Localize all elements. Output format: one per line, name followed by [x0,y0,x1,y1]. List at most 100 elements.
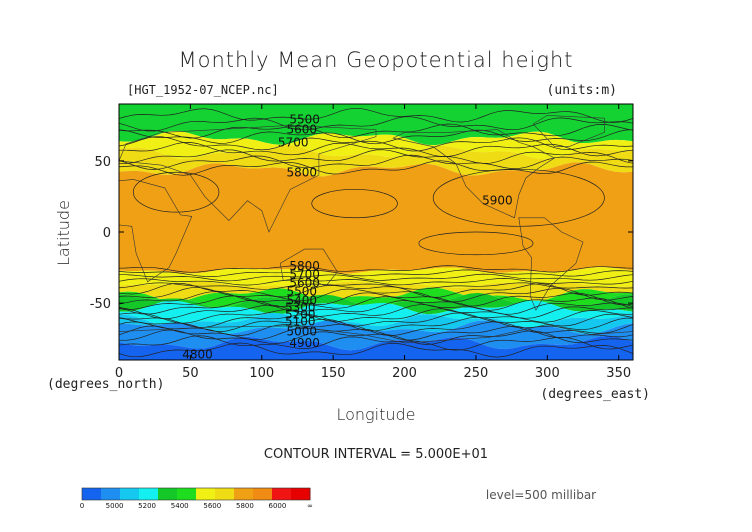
band-8 [119,300,633,328]
contour-label: 5700 [289,268,320,282]
x-tick-label: 200 [392,366,417,381]
coastline [119,124,377,233]
contour-line [119,291,633,307]
colorbar-swatch [139,488,159,500]
contour-line [418,231,534,256]
y-axis-ticks: 50 0 -50 [90,155,633,312]
band-3 [119,162,633,274]
colorbar-label: 5200 [138,502,156,510]
coastline [392,129,556,219]
contour-label: 5600 [289,276,320,290]
contour-label: 5400 [287,293,318,307]
contour-line [119,273,633,282]
contour-line [119,308,633,324]
contour-line [119,325,633,341]
colorbar-swatch [215,488,235,500]
contour-line [119,342,633,358]
units-label: (units:m) [547,83,617,98]
colorbar-label: 5600 [203,502,221,510]
contour-label: 5800 [289,259,320,273]
band-2 [119,145,633,177]
file-label: [HGT_1952-07_NCEP.nc] [127,83,279,97]
contour-line [119,269,633,277]
colorbar-label: 5800 [236,502,254,510]
colorbar-frame [81,487,311,501]
contour-line [119,300,633,315]
colorbar-swatch [291,488,311,500]
contour-label: 4900 [289,336,320,350]
colorbar-label: ∞ [307,502,313,510]
chart-title: Monthly Mean Geopotential height [179,48,574,72]
contour-line [119,136,633,152]
contour-line [119,107,633,123]
contour-line [132,171,220,213]
contour-label: 5900 [482,194,513,208]
colorbar-label: 5000 [106,502,124,510]
contour-line [119,282,633,290]
contour-label: 5300 [285,300,316,314]
coastline [119,179,193,283]
colorbar-swatch [177,488,197,500]
contour-line [311,188,398,219]
band-11 [119,335,633,360]
x-tick-label: 100 [249,366,274,381]
colorbar-swatch [272,488,292,500]
contour-label: 5700 [278,135,309,149]
contour-line [119,304,633,319]
contour-line [119,265,633,273]
x-axis-title: Longitude [336,405,415,424]
colorbar-swatch [253,488,273,500]
coastline [518,217,584,311]
y-units-label: (degrees_north) [47,377,164,392]
contour-line [119,321,633,336]
band-5 [119,281,633,302]
band-9 [119,312,633,335]
contour-label: 5200 [285,308,316,322]
contour-line [119,160,633,176]
colorbar-swatch [101,488,121,500]
y-tick-label: 50 [94,155,111,170]
color-bands [119,104,633,360]
contour-label: 5600 [287,123,318,137]
contour-line [119,116,633,132]
x-axis-ticks: 0 50 100 150 200 250 300 350 [115,104,631,381]
contour-label: 5500 [287,285,318,299]
colorbar-swatch [120,488,140,500]
coastlines [119,115,633,360]
colorbar-label: 6000 [268,502,286,510]
x-tick-label: 350 [606,366,631,381]
colorbar-swatch [158,488,178,500]
contour-line [119,295,633,311]
contour-line [119,282,633,298]
contour-line [119,329,633,345]
colorbar-label: 5400 [171,502,189,510]
contour-line [119,149,633,164]
x-tick-label: 250 [464,366,489,381]
x-units-label: (degrees_east) [540,387,650,402]
contour-line [432,169,605,227]
colorbar-swatch [234,488,254,500]
band-10 [119,320,633,351]
contour-line [119,335,633,351]
x-tick-label: 50 [182,366,199,381]
x-tick-label: 150 [321,366,346,381]
x-tick-label: 0 [115,366,123,381]
coastline [119,324,633,360]
contour-labels: 5500560057005800590058005700560055005400… [182,113,513,361]
contour-line [119,154,633,170]
coastline [532,115,605,147]
y-tick-label: -50 [90,297,111,312]
contour-interval-label: CONTOUR INTERVAL = 5.000E+01 [264,447,488,462]
contour-line [119,142,633,157]
x-tick-label: 300 [535,366,560,381]
contour-label: 5000 [287,325,318,339]
contour-label: 5800 [287,165,318,179]
colorbar-swatch [196,488,216,500]
band-1 [119,131,633,160]
contour-label: 4800 [182,347,213,361]
colorbar-label: 0 [80,502,84,510]
level-label: level=500 millibar [486,488,596,502]
contour-line [119,286,633,303]
contour-label: 5100 [285,315,316,329]
